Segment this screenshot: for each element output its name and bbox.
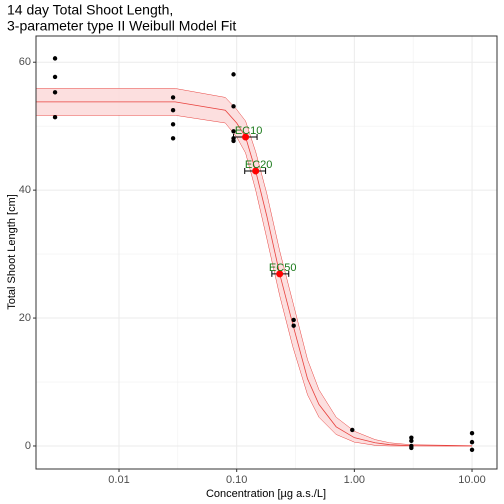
ec-label: EC20: [245, 159, 273, 171]
data-point: [52, 90, 58, 95]
x-tick-label: 0.10: [226, 474, 247, 486]
chart-title: 14 day Total Shoot Length,: [7, 2, 173, 18]
data-point: [231, 129, 236, 134]
data-point: [409, 435, 414, 440]
plot-border: [35, 35, 498, 470]
ec-point: [242, 133, 250, 141]
y-axis-label: Total Shoot Length [cm]: [6, 194, 18, 310]
y-tick-label: 60: [19, 56, 31, 68]
data-point: [409, 445, 414, 451]
data-point: [469, 430, 475, 436]
ec-point: [276, 270, 284, 278]
ec-label: EC50: [269, 262, 297, 274]
y-tick-label: 0: [25, 440, 31, 452]
x-tick-label: 0.01: [108, 474, 129, 486]
data-point: [409, 438, 414, 444]
ec-label: EC10: [235, 125, 263, 137]
data-point: [350, 427, 355, 433]
data-point: [469, 439, 475, 445]
y-tick-label: 40: [19, 184, 31, 196]
data-point: [170, 107, 176, 113]
data-point: [231, 104, 236, 109]
data-point: [52, 56, 58, 61]
x-axis-label: Concentration [µg a.s./L]: [206, 488, 326, 500]
data-point: [170, 122, 176, 127]
x-tick-label: 10.00: [458, 474, 486, 486]
confidence-band: [35, 88, 473, 447]
fit-line: [36, 101, 473, 447]
data-point: [170, 95, 176, 100]
data-point: [170, 136, 176, 141]
x-tick-label: 1.00: [344, 474, 365, 486]
data-point: [52, 74, 58, 80]
data-point: [231, 138, 236, 144]
data-point: [469, 447, 475, 453]
ec-point: [252, 167, 260, 175]
chart-title: 3-parameter type II Weibull Model Fit: [7, 18, 236, 34]
y-tick-label: 20: [19, 312, 31, 324]
data-point: [231, 72, 236, 77]
data-point: [52, 115, 58, 120]
data-point: [291, 323, 296, 328]
data-point: [291, 317, 296, 323]
